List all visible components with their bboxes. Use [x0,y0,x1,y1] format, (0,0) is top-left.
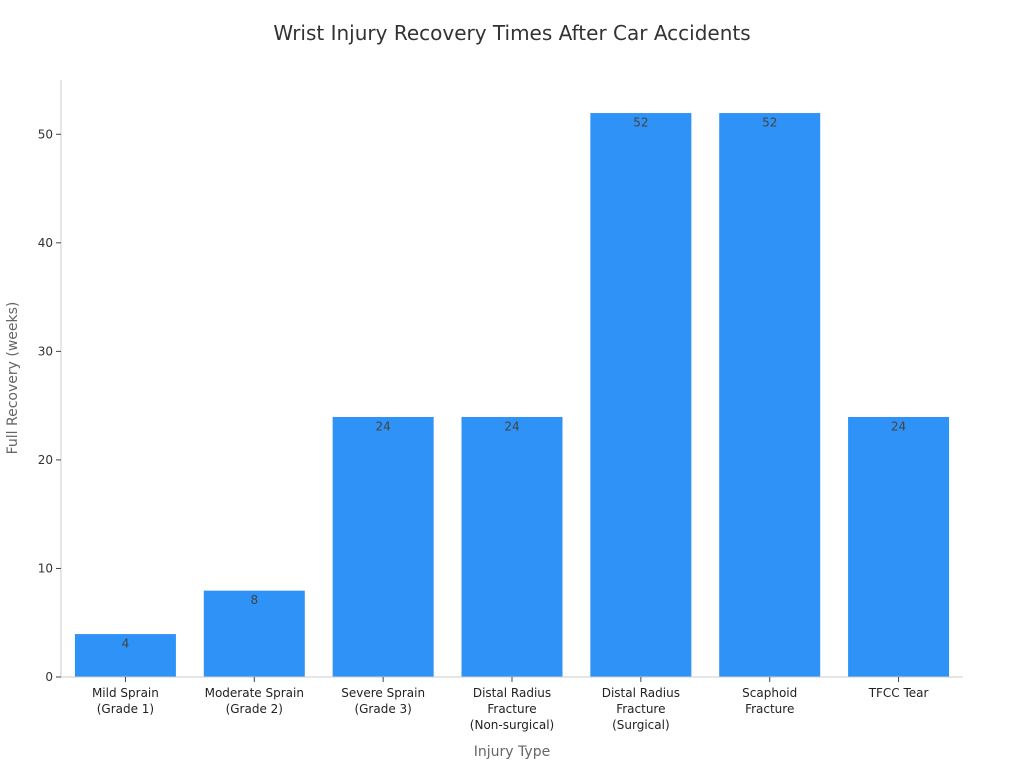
x-tick-label-line: (Surgical) [612,718,670,732]
x-tick-label-line: Fracture [487,702,536,716]
y-tick-label: 0 [45,670,53,684]
x-tick-label-line: (Grade 2) [226,702,283,716]
bar [589,112,693,678]
bar [718,112,822,678]
chart-title: Wrist Injury Recovery Times After Car Ac… [273,21,750,45]
bar [202,589,306,678]
x-tick-label-line: Scaphoid [742,686,797,700]
y-tick-label: 30 [38,344,53,358]
bar-value-label: 4 [122,637,130,651]
y-tick-label: 10 [38,561,53,575]
bar-value-label: 24 [376,419,391,433]
bar [460,415,564,678]
x-tick-label-line: (Non-surgical) [470,718,554,732]
x-tick-label: Scaphoid Fracture [742,686,797,716]
bar [331,415,435,678]
bars-group: 4 8 24 24 52 52 24 [73,112,951,678]
x-tick-label-line: TFCC Tear [868,686,929,700]
y-tick-label: 50 [38,127,53,141]
bar-value-label: 8 [250,593,258,607]
x-axis: Mild Sprain (Grade 1) Moderate Sprain (Grad… [61,676,963,732]
x-tick-label: TFCC Tear [868,686,929,700]
bar-value-label: 52 [762,116,777,130]
bar [847,415,951,678]
bar-value-label: 24 [504,419,519,433]
x-tick-label-line: (Grade 1) [97,702,154,716]
x-tick-label-line: Distal Radius [602,686,680,700]
x-tick-label: Moderate Sprain (Grade 2) [205,686,304,716]
x-tick-label: Distal Radius Fracture (Surgical) [602,686,680,732]
x-tick-label: Distal Radius Fracture (Non-surgical) [470,686,554,732]
x-tick-label-line: Mild Sprain [92,686,159,700]
x-tick-label-line: Severe Sprain [341,686,425,700]
bar-value-label: 52 [633,116,648,130]
y-tick-label: 20 [38,453,53,467]
x-tick-label-line: (Grade 3) [354,702,411,716]
x-tick-label-line: Distal Radius [473,686,551,700]
x-tick-label-line: Moderate Sprain [205,686,304,700]
y-axis-title: Full Recovery (weeks) [5,302,21,455]
bar-value-label: 24 [891,419,906,433]
y-tick-label: 40 [38,236,53,250]
x-tick-label: Severe Sprain (Grade 3) [341,686,425,716]
x-tick-label-line: Fracture [745,702,794,716]
x-tick-label: Mild Sprain (Grade 1) [92,686,159,716]
y-axis: 0 10 20 30 40 50 [38,80,62,684]
x-tick-label-line: Fracture [616,702,665,716]
x-axis-title: Injury Type [474,744,550,760]
